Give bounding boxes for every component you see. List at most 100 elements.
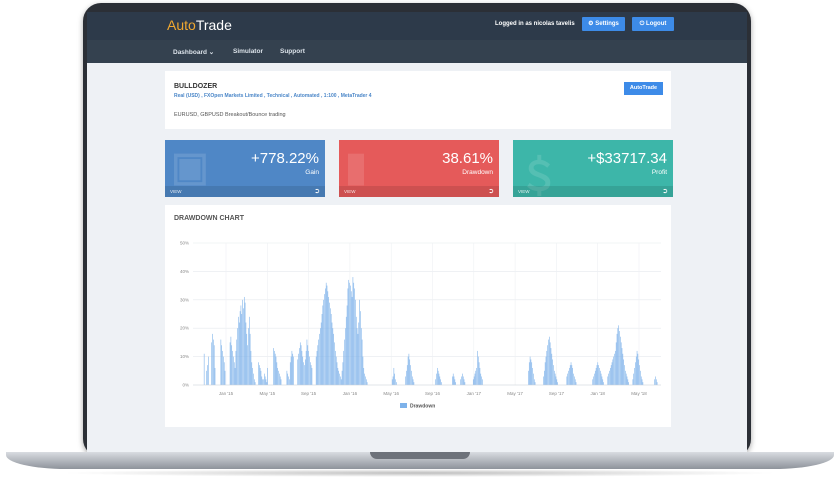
drawdown-chart-card: DRAWDOWN CHART 0% 10% 20% 30% 40% 50% Jan '15 M… — [165, 205, 671, 427]
drawdown-bar — [342, 362, 344, 385]
drawdown-bar — [614, 353, 615, 385]
drawdown-view-link[interactable]: VIEW ➲ — [339, 186, 499, 197]
drawdown-bar — [597, 362, 599, 385]
drawdown-bar — [297, 359, 299, 385]
drawdown-bar — [463, 379, 465, 385]
drawdown-bar — [476, 367, 477, 385]
drawdown-label: Drawdown — [462, 169, 493, 176]
drawdown-bar — [233, 362, 235, 385]
drawdown-bar — [279, 376, 281, 385]
drawdown-bar — [641, 379, 643, 385]
drawdown-bar — [359, 299, 360, 385]
drawdown-bar — [329, 302, 330, 385]
drawdown-bar — [569, 365, 571, 385]
drawdown-bar — [211, 342, 212, 385]
drawdown-bar — [307, 345, 309, 385]
drawdown-bar — [320, 328, 321, 385]
drawdown-bar — [409, 359, 411, 385]
drawdown-bar — [453, 376, 455, 385]
x-tick-label: May '18 — [631, 391, 647, 396]
drawdown-bar — [238, 316, 239, 385]
account-meta[interactable]: Real (USD) , FXOpen Markets Limited , Te… — [174, 93, 372, 99]
drawdown-bar — [550, 348, 552, 385]
briefcase-icon: ▣ — [171, 145, 209, 189]
drawdown-bar — [207, 365, 208, 385]
drawdown-bar — [406, 370, 407, 385]
drawdown-bar — [593, 376, 594, 385]
drawdown-bar — [267, 367, 268, 385]
drawdown-bar — [221, 345, 222, 385]
drawdown-bar — [477, 356, 479, 385]
drawdown-bar — [360, 328, 362, 385]
drawdown-bar — [482, 379, 483, 385]
logo-trade: Trade — [195, 17, 232, 33]
profit-view-link[interactable]: VIEW ➲ — [513, 186, 673, 197]
nav-simulator[interactable]: Simulator — [233, 48, 263, 55]
drawdown-bar — [357, 333, 359, 385]
drawdown-bar — [570, 362, 572, 385]
drawdown-bar — [311, 367, 313, 385]
drawdown-bar — [223, 362, 225, 385]
drawdown-bar — [613, 356, 614, 385]
drawdown-bar — [480, 373, 482, 385]
x-tick-label: May '16 — [383, 391, 399, 396]
drawdown-bar — [620, 336, 621, 385]
drawdown-bar — [396, 382, 397, 385]
drawdown-bar — [435, 379, 436, 385]
drawdown-bar — [406, 365, 408, 385]
drawdown-bar — [365, 379, 367, 385]
drawdown-bar — [621, 348, 623, 385]
drawdown-bar — [235, 350, 237, 385]
drawdown-bar — [249, 333, 251, 385]
drawdown-bar — [573, 373, 574, 385]
drawdown-bar — [361, 339, 363, 385]
logout-button[interactable]: ⏻ Logout — [632, 17, 674, 31]
drawdown-bar — [460, 379, 462, 385]
drawdown-bar — [394, 373, 395, 385]
drawdown-bar — [286, 370, 288, 385]
laptop-base-notch — [370, 452, 470, 459]
drawdown-bar — [615, 342, 617, 385]
drawdown-bar — [603, 382, 604, 385]
arrow-circle-icon: ➲ — [488, 188, 494, 195]
nav-support[interactable]: Support — [280, 48, 305, 55]
drawdown-bar — [223, 356, 224, 385]
drawdown-bar — [248, 316, 250, 385]
app-logo[interactable]: AutoTrade — [167, 17, 232, 33]
drawdown-bar — [241, 314, 243, 385]
logout-label: Logout — [646, 21, 667, 27]
drawdown-bar — [637, 353, 639, 385]
drawdown-bar — [222, 350, 223, 385]
drawdown-bar — [530, 359, 532, 385]
drawdown-bar — [363, 367, 365, 385]
x-tick-label: Jan '18 — [591, 391, 606, 396]
drawdown-bar — [440, 379, 441, 385]
drawdown-bar — [479, 367, 481, 385]
drawdown-bar — [531, 362, 533, 385]
drawdown-bar — [609, 370, 610, 385]
drawdown-bar — [352, 277, 354, 385]
nav-dashboard[interactable]: Dashboard ⌄ — [173, 49, 215, 56]
logged-in-text: Logged in as nicolas tavelis — [495, 21, 575, 27]
drawdown-bar — [654, 379, 655, 385]
profit-card: ＄ +$33717.34 Profit VIEW ➲ — [513, 140, 673, 197]
drawdown-bar — [344, 339, 345, 385]
drawdown-bar — [243, 308, 244, 385]
drawdown-bar — [360, 311, 361, 385]
drawdown-bar — [461, 376, 462, 385]
drawdown-bar — [258, 362, 259, 385]
drawdown-bar — [619, 331, 620, 385]
drawdown-bar — [289, 362, 291, 385]
drawdown-bar — [259, 367, 261, 385]
settings-button[interactable]: ⚙ Settings — [582, 17, 625, 31]
drawdown-bar — [532, 367, 533, 385]
drawdown-bar — [411, 376, 413, 385]
gain-view-link[interactable]: VIEW ➲ — [165, 186, 325, 197]
drawdown-bar — [626, 376, 628, 385]
autotrade-button[interactable]: AutoTrade — [624, 82, 663, 95]
x-tick-label: Jan '16 — [343, 391, 358, 396]
drawdown-bar — [289, 379, 290, 385]
drawdown-bar — [251, 362, 253, 385]
drawdown-bar — [214, 367, 216, 385]
drawdown-bar — [206, 370, 207, 385]
